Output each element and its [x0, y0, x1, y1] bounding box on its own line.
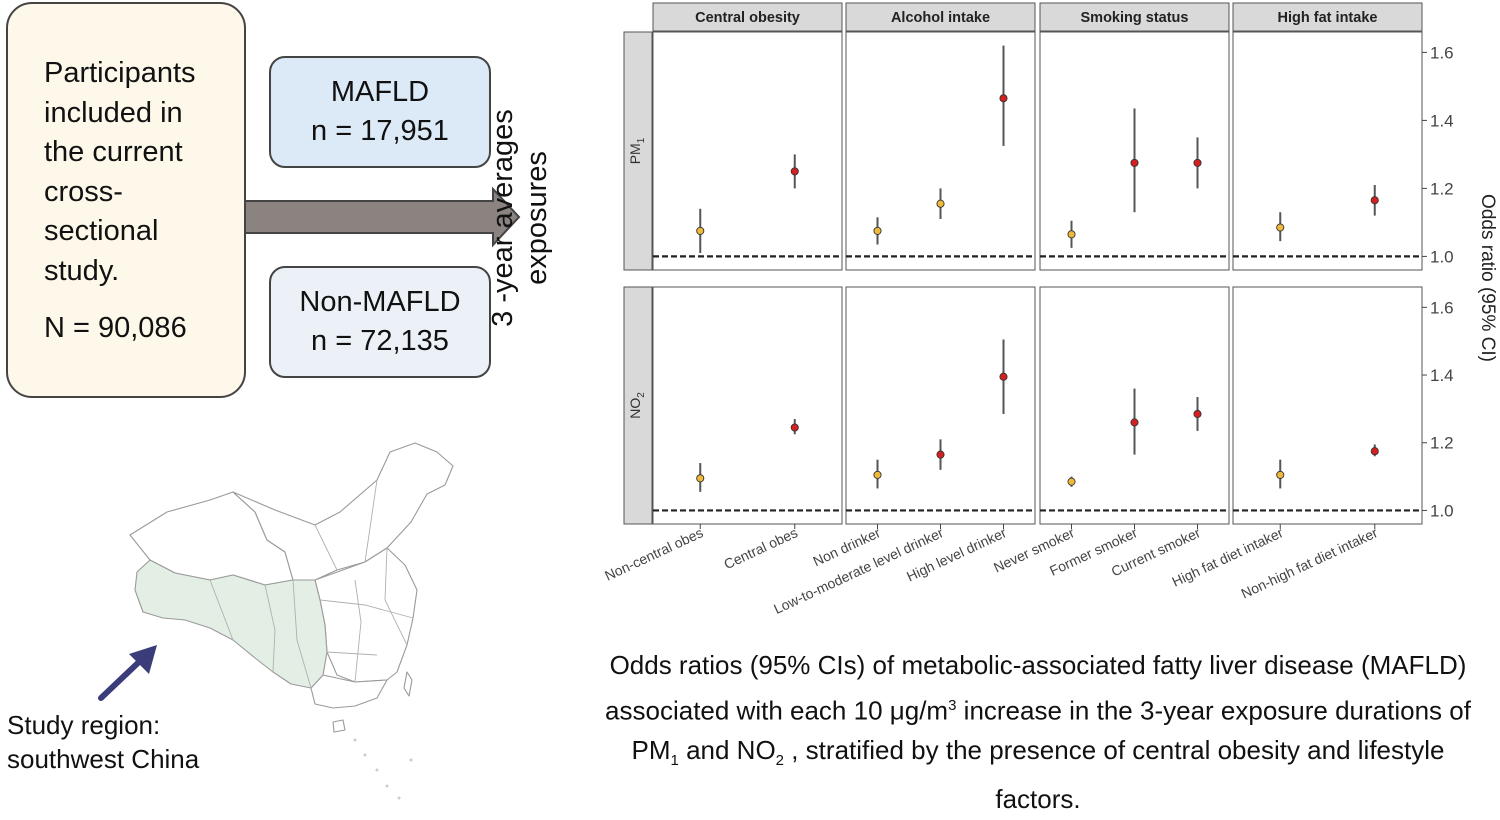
facet-title: Alcohol intake — [891, 10, 990, 26]
or-point — [790, 167, 799, 176]
panel-frame — [652, 31, 843, 271]
map-taiwan — [403, 671, 413, 697]
flow-arrow — [244, 186, 521, 248]
or-point — [1370, 447, 1379, 456]
or-point — [1193, 409, 1202, 419]
or-point — [999, 372, 1008, 381]
map-north-region — [232, 442, 454, 581]
y-axis-title: Odds ratio (95% CI) — [1477, 194, 1498, 362]
y-tick-label: 1.6 — [1430, 43, 1454, 62]
participants-box: Participants included in the current cro… — [6, 2, 246, 398]
participants-line: cross- — [44, 175, 123, 208]
or-point — [1130, 158, 1139, 167]
map-arrow-icon — [98, 645, 157, 701]
study-region-line1: Study region: — [7, 710, 161, 740]
row-strip-label-base: PM — [627, 143, 643, 164]
participants-line: included in — [44, 96, 183, 129]
facet-strip — [1232, 2, 1423, 32]
x-tick-label: Central obes — [721, 524, 800, 572]
participants-line: sectional — [44, 215, 159, 247]
row-strip-label-base: NO — [627, 398, 643, 419]
row-strip — [623, 286, 653, 525]
map-hainan — [332, 719, 346, 733]
caption-text-4: , stratified by the presence of central … — [784, 734, 1445, 815]
panel-frame — [1232, 286, 1423, 525]
mafld-box: MAFLD n = 17,951 — [269, 56, 491, 168]
forest-plot: Central obesity Alcohol intake Smoking sta… — [602, 2, 1498, 617]
panel-frame — [845, 31, 1036, 271]
facet-strip — [1039, 2, 1230, 32]
row-strip-label-sub: 1 — [636, 137, 647, 143]
mafld-label: MAFLD — [330, 76, 430, 108]
or-point — [873, 226, 882, 235]
facet-strip — [845, 2, 1036, 32]
y-tick-label: 1.2 — [1430, 179, 1454, 198]
or-point — [936, 450, 945, 459]
non-mafld-count: n = 72,135 — [311, 325, 449, 357]
or-point — [1130, 418, 1139, 427]
participants-text: Participants included in the current cro… — [44, 54, 234, 291]
map-south-region — [310, 674, 388, 709]
panel-frame — [1232, 31, 1423, 271]
or-point — [1193, 158, 1202, 167]
participants-line: the current — [44, 136, 183, 168]
caption-text-1: Odds ratios (95% CIs) of metabolic-assoc… — [605, 650, 1467, 726]
facet-title: Smoking status — [1081, 10, 1189, 26]
or-point — [999, 94, 1008, 103]
or-point — [790, 423, 799, 432]
participants-count: N = 90,086 — [44, 312, 187, 344]
participants-line: Participants — [44, 57, 196, 89]
caption-sub-1: 1 — [670, 751, 679, 769]
row-strip-label: PM1 — [627, 137, 647, 164]
x-tick-label: Non-central obes — [602, 524, 705, 584]
y-tick-label: 1.4 — [1430, 111, 1454, 130]
or-point — [1276, 223, 1285, 232]
facet-title: Central obesity — [695, 10, 800, 26]
or-point — [696, 226, 705, 235]
study-region-line2: southwest China — [7, 744, 200, 774]
row-strip-label-sub: 2 — [636, 392, 647, 398]
or-point — [873, 470, 882, 479]
or-point — [1276, 470, 1285, 479]
figure-caption: Odds ratios (95% CIs) of metabolic-assoc… — [600, 646, 1476, 820]
y-tick-label: 1.4 — [1430, 366, 1454, 385]
panel-frame — [845, 286, 1036, 525]
panel-frame — [652, 286, 843, 525]
non-mafld-label: Non-MAFLD — [299, 286, 461, 318]
caption-text-3: and NO — [678, 734, 776, 765]
y-tick-label: 1.0 — [1430, 247, 1454, 266]
participants-line: study. — [44, 254, 120, 287]
or-point — [936, 199, 945, 208]
caption-text-2: increase in the 3-year exposure duration… — [631, 695, 1471, 765]
facet-title: High fat intake — [1278, 10, 1378, 26]
y-tick-label: 1.6 — [1430, 298, 1454, 317]
row-strip-label: NO2 — [627, 392, 647, 419]
row-strip — [623, 31, 653, 271]
mafld-count: n = 17,951 — [311, 115, 449, 147]
caption-sup-3: 3 — [948, 696, 957, 714]
study-region-label: Study region: southwest China — [7, 708, 199, 776]
or-point — [1067, 230, 1076, 239]
facet-strip — [652, 2, 843, 32]
non-mafld-box: Non-MAFLD n = 72,135 — [269, 266, 491, 378]
y-tick-label: 1.0 — [1430, 501, 1454, 520]
or-point — [1370, 196, 1379, 205]
y-tick-label: 1.2 — [1430, 434, 1454, 453]
or-point — [1067, 477, 1076, 486]
china-map — [129, 442, 454, 800]
or-point — [696, 474, 705, 483]
caption-sub-2: 2 — [775, 751, 785, 769]
